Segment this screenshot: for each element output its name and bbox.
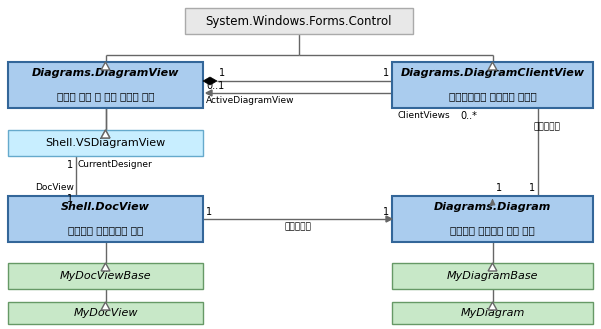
Text: 1: 1 [206, 207, 212, 217]
Polygon shape [101, 62, 110, 70]
Bar [392, 196, 593, 242]
Bar [392, 62, 593, 108]
Polygon shape [203, 77, 217, 85]
Text: 1: 1 [529, 183, 535, 193]
Text: 다이어그램을 표시하는 콘트롤: 다이어그램을 표시하는 콘트롤 [448, 91, 536, 102]
Polygon shape [488, 302, 497, 310]
Text: 1: 1 [219, 68, 225, 78]
Polygon shape [101, 130, 110, 138]
Bar [8, 130, 203, 156]
Text: Diagrams.Diagram: Diagrams.Diagram [434, 203, 551, 213]
Text: Shell.VSDiagramView: Shell.VSDiagramView [45, 138, 166, 148]
Text: ClientViews: ClientViews [397, 112, 450, 120]
Polygon shape [386, 216, 392, 222]
Text: 1: 1 [495, 183, 502, 193]
Text: 0..*: 0..* [460, 111, 477, 121]
Text: 1: 1 [383, 68, 389, 78]
Bar [8, 196, 203, 242]
Text: 1: 1 [383, 207, 389, 217]
Text: 스크롤 막대 및 외부 프레임 표시: 스크롤 막대 및 외부 프레임 표시 [56, 91, 154, 102]
Polygon shape [206, 90, 212, 96]
Text: 세이프를 포함하는 모델 요소: 세이프를 포함하는 모델 요소 [450, 225, 535, 236]
Text: System.Windows.Forms.Control: System.Windows.Forms.Control [206, 14, 392, 28]
Text: DocView: DocView [35, 183, 73, 192]
Bar [185, 8, 413, 34]
Text: 다이어그램: 다이어그램 [533, 122, 560, 131]
Bar [8, 302, 203, 324]
Text: 다이어그램: 다이어그램 [284, 222, 311, 231]
Polygon shape [101, 302, 110, 310]
Polygon shape [101, 263, 110, 271]
Text: 0..1: 0..1 [206, 81, 224, 91]
Text: Diagrams.DiagramView: Diagrams.DiagramView [32, 68, 179, 79]
Text: CurrentDesigner: CurrentDesigner [78, 160, 152, 169]
Text: 파일에서 다이어그램 로드: 파일에서 다이어그램 로드 [68, 225, 143, 236]
Polygon shape [101, 130, 110, 138]
Text: 1: 1 [67, 160, 73, 170]
Text: MyDocView: MyDocView [73, 308, 138, 318]
Text: Diagrams.DiagramClientView: Diagrams.DiagramClientView [400, 68, 585, 79]
Text: Shell.DocView: Shell.DocView [61, 203, 150, 213]
Bar [392, 302, 593, 324]
Text: MyDiagram: MyDiagram [460, 308, 525, 318]
Polygon shape [488, 263, 497, 271]
Text: MyDiagramBase: MyDiagramBase [447, 271, 538, 281]
Text: MyDocViewBase: MyDocViewBase [59, 271, 151, 281]
Text: 1: 1 [67, 194, 73, 204]
Bar [8, 263, 203, 289]
Bar [8, 62, 203, 108]
Polygon shape [488, 62, 497, 70]
Text: ActiveDiagramView: ActiveDiagramView [206, 96, 294, 105]
Bar [392, 263, 593, 289]
